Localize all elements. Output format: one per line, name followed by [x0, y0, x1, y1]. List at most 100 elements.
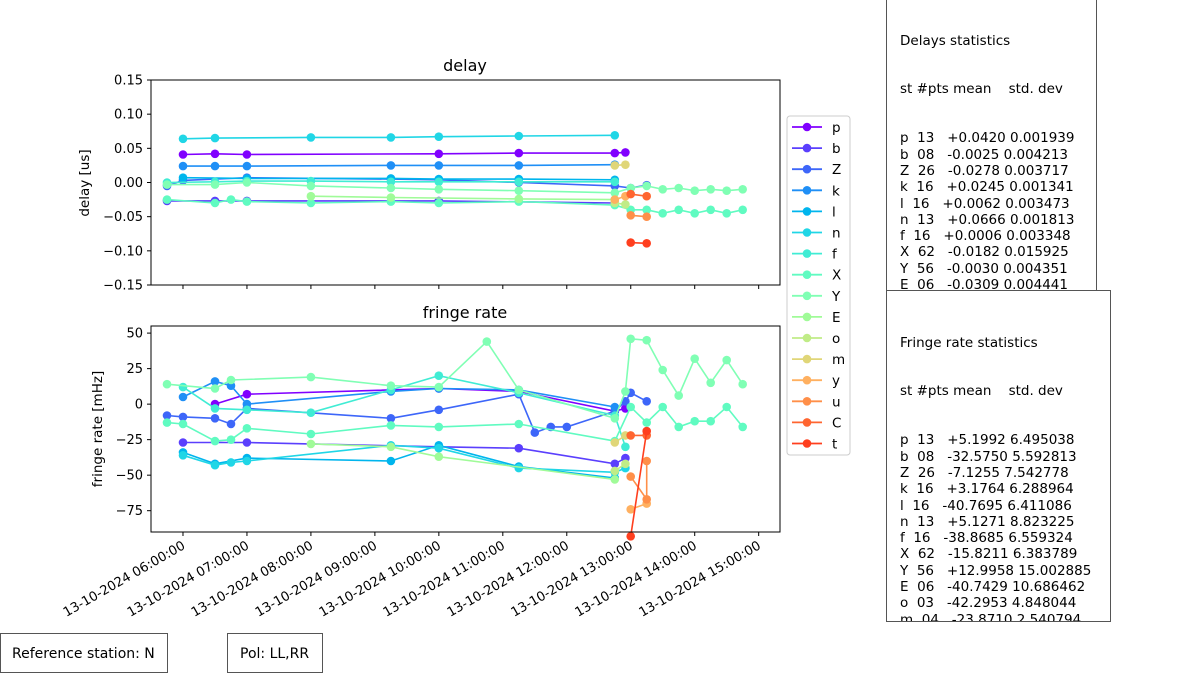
data-point — [242, 161, 252, 171]
data-point — [242, 389, 252, 399]
data-point — [162, 418, 172, 427]
data-point — [162, 195, 172, 204]
data-point — [690, 416, 699, 426]
series-line — [166, 405, 744, 442]
data-point — [722, 402, 731, 412]
data-point — [514, 443, 524, 453]
stat-row: l 16 -40.7695 6.411086 — [900, 497, 1072, 514]
stat-row: m 04 -23.8710 2.540794 — [900, 611, 1082, 622]
y-tick-label: 0 — [135, 398, 143, 413]
fringe-rate-axes-frame — [150, 325, 781, 533]
legend-marker — [802, 122, 812, 132]
data-point — [434, 185, 444, 194]
data-point — [434, 405, 444, 415]
data-point — [514, 177, 524, 187]
reference-station-box: Reference station: N — [0, 633, 168, 673]
data-point — [674, 205, 683, 215]
data-point — [226, 458, 236, 467]
legend-entry-f: f — [792, 247, 838, 263]
data-point — [242, 150, 252, 159]
data-point — [306, 439, 316, 449]
legend-label: b — [832, 141, 841, 157]
data-point — [738, 379, 747, 389]
data-point — [610, 131, 620, 140]
fringe-rate-statistics-title: Fringe rate statistics — [900, 334, 1038, 351]
data-point — [178, 134, 188, 144]
data-point — [674, 183, 683, 193]
legend-entry-o: o — [792, 331, 840, 347]
reference-station-label: Reference station: N — [12, 646, 155, 662]
y-tick-label: −25 — [116, 433, 143, 448]
data-point — [626, 211, 635, 220]
fringe-rate-statistics-box: Fringe rate statistics st #pts mean std.… — [886, 290, 1111, 622]
legend-entry-n: n — [792, 226, 841, 242]
data-point — [210, 460, 220, 470]
data-point — [642, 456, 651, 466]
stat-row: X 62 -0.0182 0.015925 — [900, 244, 1069, 261]
data-point — [226, 435, 236, 445]
legend-frame — [786, 115, 851, 456]
data-point — [514, 186, 524, 195]
polarization-box: Pol: LL,RR — [227, 633, 323, 673]
series-line — [182, 176, 615, 181]
legend-entry-X: X — [792, 268, 841, 284]
fringe-rate-statistics-header: st #pts mean std. dev — [900, 383, 1063, 400]
series-C — [626, 189, 651, 201]
series-t — [626, 426, 651, 541]
series-n — [178, 131, 620, 144]
legend-marker — [802, 354, 812, 364]
data-point — [306, 408, 316, 418]
delay-title: delay — [443, 56, 487, 75]
data-point — [226, 419, 236, 429]
data-point — [738, 205, 747, 215]
data-point — [610, 188, 620, 198]
data-point — [178, 150, 188, 159]
stat-row: k 16 +3.1764 6.288964 — [900, 481, 1074, 498]
stat-row: l 16 +0.0062 0.003473 — [900, 195, 1070, 212]
data-point — [621, 200, 630, 209]
data-point — [178, 412, 188, 422]
data-point — [626, 334, 635, 344]
data-point — [610, 438, 620, 447]
data-point — [386, 456, 396, 466]
legend-label: t — [832, 437, 837, 453]
data-point — [626, 431, 635, 440]
stat-row: k 16 +0.0245 0.001341 — [900, 179, 1074, 196]
data-point — [306, 429, 316, 439]
delay-panel: delay delay [us] −0.15 −0.10 −0.05 0.00 0.05… — [77, 56, 781, 294]
data-point — [642, 205, 651, 215]
legend-entry-Z: Z — [792, 162, 841, 178]
stat-row: E 06 -0.0309 0.004441 — [900, 277, 1068, 294]
series-line — [214, 387, 626, 413]
y-tick-label: 50 — [126, 327, 143, 342]
delay-ylabel: delay [us] — [77, 149, 93, 216]
delay-axes-frame — [150, 79, 781, 286]
stat-row: f 16 -38.8685 6.559324 — [900, 530, 1073, 547]
data-point — [386, 381, 396, 391]
fringe-rate-ylabel: fringe rate [mHz] — [90, 371, 106, 487]
data-point — [434, 198, 444, 208]
data-point — [386, 421, 396, 430]
time-axis: 13-10-2024 06:00:0013-10-2024 07:00:0013… — [61, 538, 764, 620]
legend-marker — [802, 143, 812, 153]
data-point — [674, 422, 683, 432]
data-point — [434, 382, 444, 392]
data-point — [386, 193, 396, 202]
legend-marker — [802, 418, 812, 427]
data-point — [242, 178, 252, 187]
polarization-label: Pol: LL,RR — [240, 646, 310, 662]
data-point — [178, 392, 188, 402]
data-point — [642, 212, 651, 221]
delay-statistics-header: st #pts mean std. dev — [900, 81, 1063, 98]
data-point — [706, 205, 715, 215]
legend-label: E — [832, 310, 841, 326]
data-point — [386, 161, 396, 170]
data-point — [642, 418, 651, 427]
data-point — [621, 387, 630, 396]
data-point — [514, 161, 524, 170]
legend-entry-E: E — [792, 310, 841, 326]
data-point — [514, 131, 524, 141]
data-point — [434, 161, 444, 170]
data-point — [306, 198, 316, 208]
y-tick-label: −75 — [116, 504, 143, 519]
